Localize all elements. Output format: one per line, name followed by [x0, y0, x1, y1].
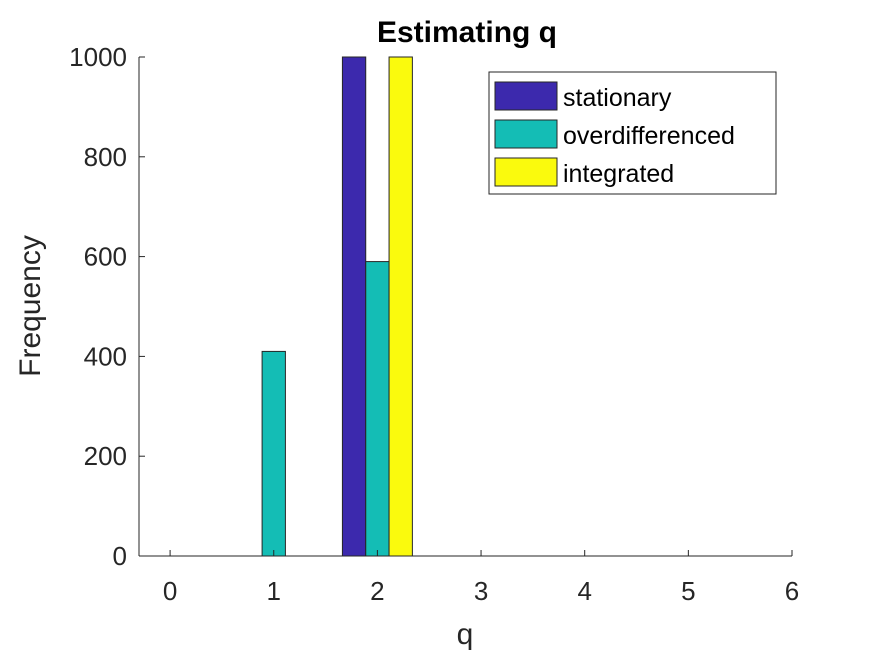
- x-tick-label: 6: [785, 576, 799, 606]
- y-tick-label: 400: [84, 341, 127, 371]
- x-axis-label: q: [457, 618, 474, 651]
- legend-swatch-overdifferenced: [494, 119, 558, 149]
- legend-label-stationary: stationary: [563, 84, 672, 112]
- bars-group: [261, 56, 413, 557]
- x-tick-label: 2: [370, 576, 384, 606]
- bar-overdifferenced-q2: [365, 261, 390, 557]
- bar-integrated-q2: [388, 56, 413, 557]
- legend-swatch-stationary: [494, 81, 558, 111]
- legend-label-integrated: integrated: [563, 160, 674, 188]
- legend-label-overdifferenced: overdifferenced: [563, 122, 735, 150]
- y-tick-label: 0: [113, 541, 127, 571]
- x-tick-label: 0: [163, 576, 177, 606]
- bar-stationary-q2: [341, 56, 367, 557]
- bar-overdifferenced-q1: [261, 350, 286, 557]
- y-tick-label: 1000: [69, 42, 127, 72]
- legend: stationary overdifferenced integrated: [488, 71, 777, 195]
- legend-swatch-integrated: [494, 157, 558, 187]
- y-tick-label: 800: [84, 142, 127, 172]
- x-tick-label: 4: [577, 576, 591, 606]
- x-tick-label: 3: [474, 576, 488, 606]
- y-tick-label: 200: [84, 441, 127, 471]
- x-tick-label: 5: [681, 576, 695, 606]
- y-tick-label: 600: [84, 242, 127, 272]
- y-axis-label: Frequency: [14, 235, 47, 377]
- x-ticks-group: 0 1 2 3 4 5 6: [163, 550, 799, 606]
- x-tick-label: 1: [267, 576, 281, 606]
- y-ticks-group: 0 200 400 600 800 1000: [69, 42, 145, 571]
- axes-group: [138, 57, 792, 557]
- chart-title: Estimating q: [377, 16, 557, 49]
